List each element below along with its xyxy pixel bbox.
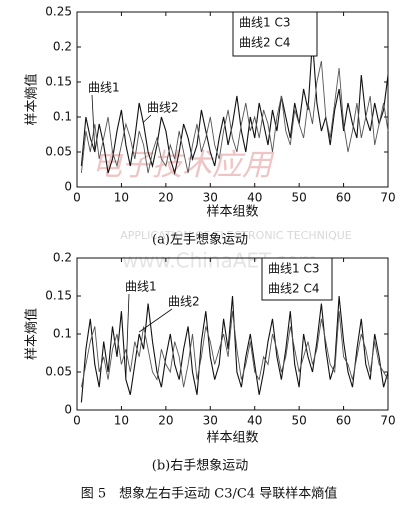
- annotation-arrow: [91, 94, 96, 151]
- watermark-logo: 电子技术应用: [92, 148, 275, 183]
- y-tick-label: 0.1: [53, 110, 72, 124]
- subplot-caption: (b)右手想象运动: [152, 458, 248, 474]
- legend-entry: 曲线2 C4: [239, 36, 290, 50]
- x-axis-label: 样本组数: [206, 205, 258, 220]
- legend-box: [261, 257, 333, 301]
- x-tick-label: 20: [158, 414, 173, 428]
- x-tick-label: 30: [203, 191, 218, 205]
- y-tick-label: 0.05: [45, 145, 72, 159]
- y-tick-label: 0.05: [45, 365, 72, 379]
- y-tick-label: 0.1: [53, 327, 72, 341]
- y-tick-label: 0.2: [53, 40, 72, 54]
- annotation: 曲线2: [168, 295, 200, 309]
- legend-entry: 曲线1 C3: [268, 262, 319, 276]
- x-tick-label: 50: [292, 414, 307, 428]
- y-axis-label: 样本熵值: [24, 308, 40, 360]
- x-tick-label: 30: [203, 414, 218, 428]
- x-tick-label: 60: [336, 191, 351, 205]
- x-tick-label: 60: [336, 414, 351, 428]
- y-axis-label: 样本熵值: [24, 73, 40, 125]
- y-tick-label: 0.15: [45, 75, 72, 89]
- annotation-arrow: [143, 114, 152, 123]
- legend-entry: 曲线2 C4: [268, 282, 319, 296]
- x-tick-label: 10: [114, 414, 129, 428]
- subplot-caption: (a)左手想象运动: [152, 232, 248, 248]
- annotation-arrow: [125, 293, 130, 378]
- annotation: 曲线1: [88, 81, 120, 95]
- x-tick-label: 10: [114, 191, 129, 205]
- data-line: [80, 311, 389, 388]
- figure-caption: 图 5 想象左右手运动 C3/C4 导联样本熵值: [81, 486, 337, 502]
- data-line: [80, 60, 389, 174]
- x-tick-label: 0: [73, 191, 81, 205]
- x-tick-label: 20: [158, 191, 173, 205]
- watermark-english: APPLICATION OF ELECTRONIC TECHNIQUE: [120, 229, 352, 242]
- y-tick-label: 0.25: [45, 5, 72, 19]
- x-tick-label: 70: [380, 191, 395, 205]
- y-tick-label: 0: [64, 403, 72, 417]
- x-tick-label: 0: [73, 414, 81, 428]
- x-tick-label: 70: [380, 414, 395, 428]
- annotation-arrow: [138, 308, 173, 333]
- y-tick-label: 0.15: [45, 289, 72, 303]
- x-axis-label: 样本组数: [206, 431, 258, 446]
- x-tick-label: 50: [292, 191, 307, 205]
- legend-entry: 曲线1 C3: [239, 16, 290, 30]
- x-tick-label: 40: [247, 414, 262, 428]
- y-tick-label: 0.2: [53, 251, 72, 265]
- legend-box: [232, 11, 318, 57]
- annotation: 曲线2: [147, 101, 179, 115]
- annotation: 曲线1: [125, 280, 157, 294]
- data-line: [80, 39, 389, 176]
- data-line: [80, 295, 389, 403]
- y-tick-label: 0: [64, 180, 72, 194]
- x-tick-label: 40: [247, 191, 262, 205]
